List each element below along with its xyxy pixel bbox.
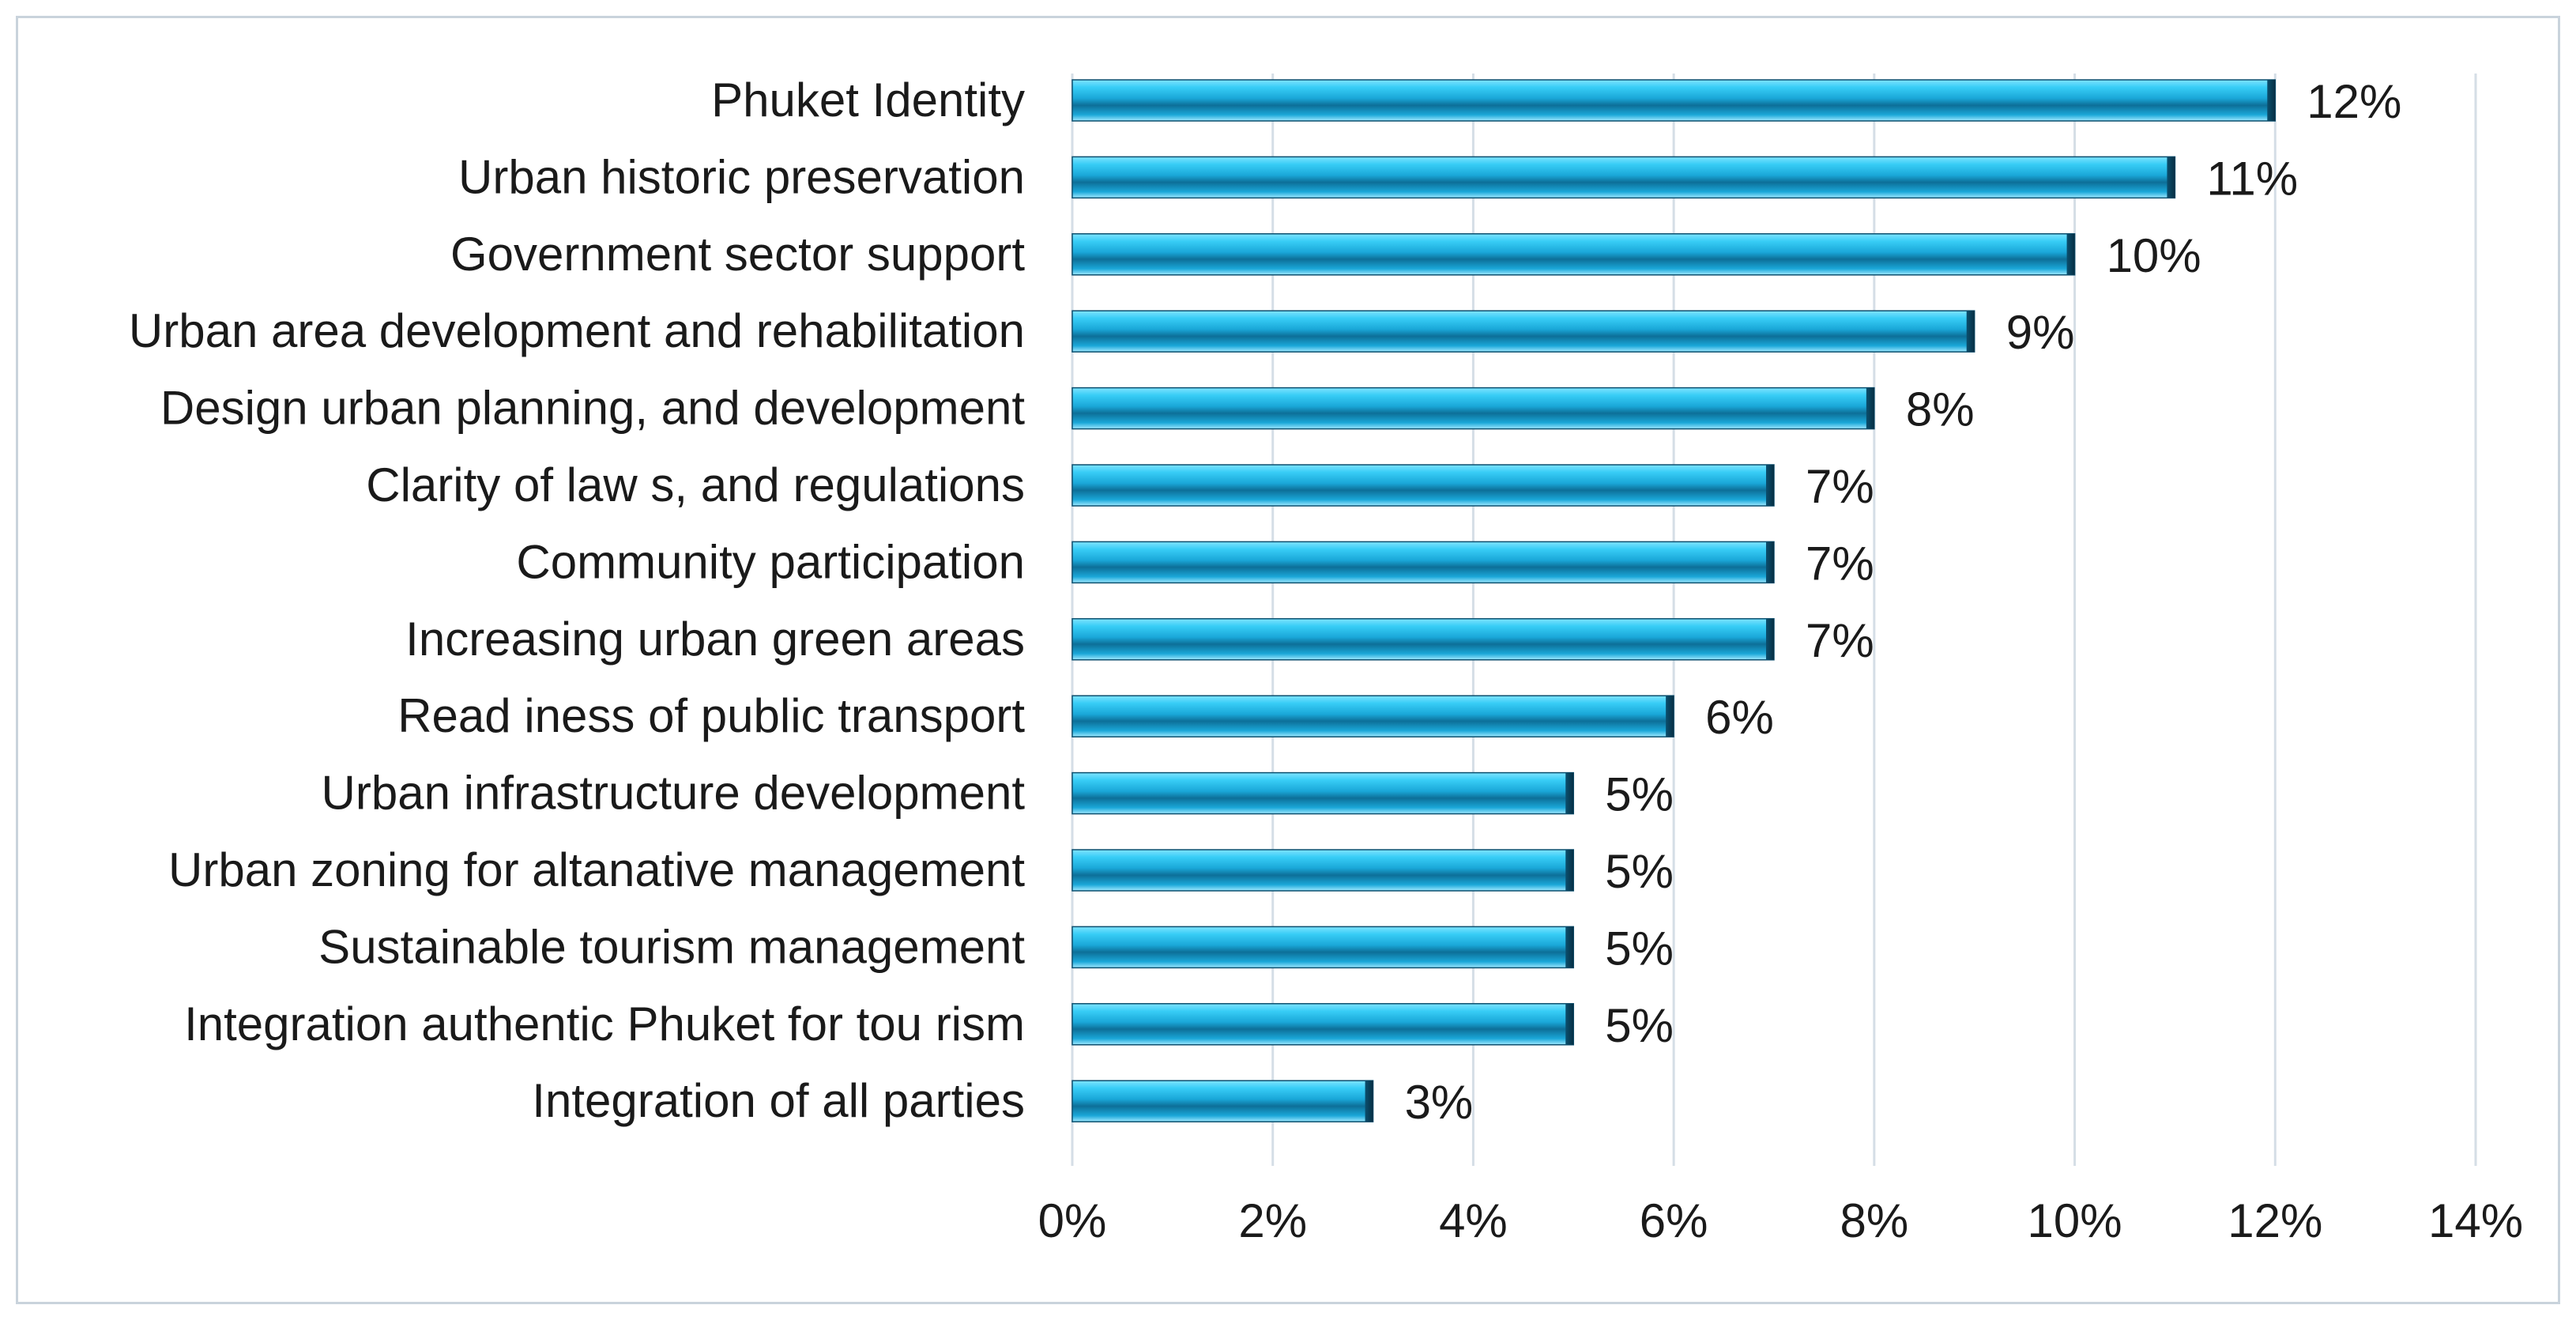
bar-body <box>1071 541 1775 584</box>
bar-body <box>1071 310 1975 353</box>
data-label: 11% <box>2206 152 2298 205</box>
category-label: Read iness of public transport <box>397 689 1025 742</box>
bar-end-cap <box>1565 1003 1574 1045</box>
bar-end-cap <box>1365 1081 1373 1122</box>
bar <box>1071 79 2277 122</box>
x-tick-label: 6% <box>1640 1194 1708 1247</box>
bar-end-cap <box>2066 233 2075 275</box>
data-label: 6% <box>1705 691 1774 744</box>
bar-end-cap <box>2267 80 2276 121</box>
category-label: Urban zoning for altanative management <box>168 843 1025 896</box>
category-label: Clarity of law s, and regulations <box>366 458 1025 511</box>
bars <box>1071 79 2277 1122</box>
bar-body <box>1071 1080 1374 1122</box>
bar <box>1071 618 1775 661</box>
bar-body <box>1071 1003 1575 1046</box>
category-labels: Phuket Identity Urban historic preservati… <box>129 74 1025 1127</box>
bar-end-cap <box>1565 850 1574 891</box>
bar <box>1071 310 1975 353</box>
data-label: 12% <box>2307 75 2401 128</box>
x-tick-label: 4% <box>1439 1194 1508 1247</box>
category-label: Phuket Identity <box>711 74 1025 126</box>
bar-end-cap <box>2167 157 2175 198</box>
bar <box>1071 771 1575 815</box>
data-label: 5% <box>1605 768 1674 821</box>
bar-body <box>1071 387 1875 430</box>
bar-body <box>1071 464 1775 507</box>
data-label: 7% <box>1806 614 1874 667</box>
bar-body <box>1071 233 2076 276</box>
bar-end-cap <box>1966 311 1975 353</box>
bar <box>1071 464 1775 507</box>
category-label: Increasing urban green areas <box>405 613 1025 666</box>
bar <box>1071 926 1575 969</box>
value-labels: 12%11%10% 9% 8% 7% 7% 7% 6% 5% 5% 5% 5% 3% <box>1405 75 2402 1129</box>
x-tick-label: 14% <box>2428 1194 2523 1247</box>
category-label: Urban area development and rehabilitatio… <box>129 304 1025 357</box>
x-tick-label: 0% <box>1038 1194 1107 1247</box>
category-label: Integration of all parties <box>532 1074 1025 1127</box>
bar-body <box>1071 695 1674 737</box>
x-axis-tick-labels: 0% 2% 4% 6% 8% 10% 12% 14% <box>1038 1194 2523 1247</box>
data-label: 8% <box>1906 383 1975 436</box>
x-tick-label: 2% <box>1238 1194 1307 1247</box>
data-label: 5% <box>1605 845 1674 898</box>
bar-body <box>1071 926 1575 969</box>
bar-chart: Phuket Identity Urban historic preservati… <box>129 74 2523 1247</box>
bar <box>1071 233 2076 276</box>
category-label: Sustainable tourism management <box>318 920 1025 973</box>
bar <box>1071 849 1575 892</box>
x-tick-label: 10% <box>2028 1194 2122 1247</box>
bar-body <box>1071 156 2176 199</box>
data-label: 3% <box>1405 1076 1474 1129</box>
bar <box>1071 541 1775 584</box>
bar-body <box>1071 771 1575 815</box>
category-label: Community participation <box>516 535 1025 588</box>
category-label: Integration authentic Phuket for tou ris… <box>184 998 1025 1050</box>
data-label: 10% <box>2107 229 2201 282</box>
data-label: 7% <box>1806 537 1874 590</box>
bar-end-cap <box>1766 465 1774 506</box>
data-label: 9% <box>2006 306 2075 359</box>
bar-body <box>1071 79 2277 122</box>
bar-end-cap <box>1565 926 1574 968</box>
bar-body <box>1071 618 1775 661</box>
bar <box>1071 387 1875 430</box>
category-label: Urban infrastructure development <box>322 767 1026 820</box>
data-label: 5% <box>1605 922 1674 975</box>
data-label: 5% <box>1605 999 1674 1052</box>
bar-end-cap <box>1666 696 1674 737</box>
bar-end-cap <box>1565 772 1574 814</box>
category-label: Government sector support <box>450 228 1025 281</box>
chart-frame: Phuket Identity Urban historic preservati… <box>16 16 2560 1304</box>
category-label: Design urban planning, and development <box>160 382 1025 435</box>
data-label: 7% <box>1806 460 1874 513</box>
category-label: Urban historic preservation <box>458 150 1025 203</box>
bar <box>1071 1080 1374 1122</box>
bar <box>1071 695 1674 737</box>
bar <box>1071 1003 1575 1046</box>
bar <box>1071 156 2176 199</box>
bar-end-cap <box>1766 618 1774 660</box>
bar-end-cap <box>1866 387 1874 429</box>
x-tick-label: 12% <box>2228 1194 2322 1247</box>
x-tick-label: 8% <box>1840 1194 1908 1247</box>
bar-body <box>1071 849 1575 892</box>
bar-end-cap <box>1766 541 1774 583</box>
